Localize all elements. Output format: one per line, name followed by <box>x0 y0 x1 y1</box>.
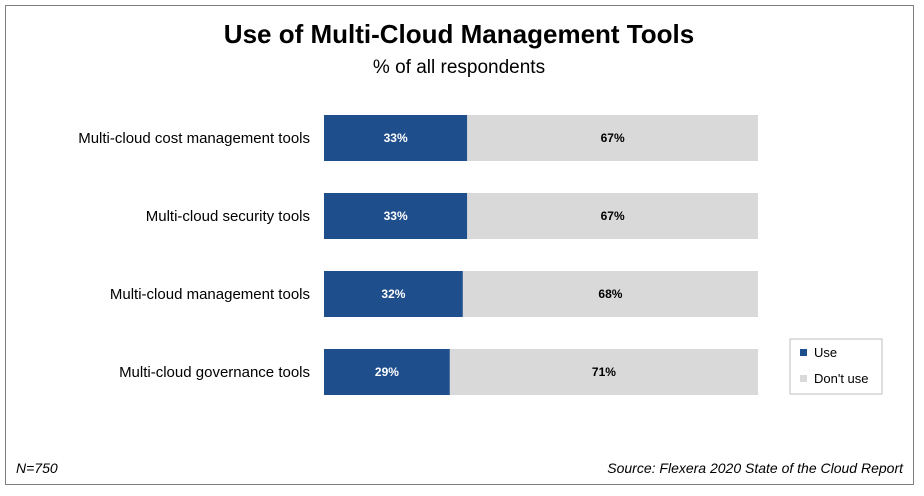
legend: Use Don't use <box>789 338 883 395</box>
legend-box <box>789 338 883 395</box>
data-label-don-t-use: 68% <box>598 287 622 301</box>
data-label-use: 33% <box>384 131 408 145</box>
data-label-don-t-use: 67% <box>601 131 625 145</box>
legend-label-dont-use: Don't use <box>814 371 869 386</box>
source-note: Source: Flexera 2020 State of the Cloud … <box>607 460 904 476</box>
category-label: Multi-cloud governance tools <box>119 364 310 381</box>
bar-use <box>324 271 463 317</box>
legend-swatch-use <box>800 349 807 356</box>
bar-don-t-use <box>467 115 758 161</box>
data-label-use: 29% <box>375 365 399 379</box>
category-label: Multi-cloud security tools <box>146 208 310 225</box>
bar-use <box>324 115 468 161</box>
bar-don-t-use <box>449 349 758 395</box>
data-label-use: 33% <box>384 209 408 223</box>
legend-swatch-dont-use <box>800 375 807 382</box>
bar-use <box>324 193 468 239</box>
sample-size-note: N=750 <box>16 460 58 476</box>
chart-frame: Use of Multi-Cloud Management Tools % of… <box>5 5 914 485</box>
bar-use <box>324 349 450 395</box>
legend-label-use: Use <box>814 345 837 360</box>
bar-don-t-use <box>467 193 758 239</box>
data-label-don-t-use: 67% <box>601 209 625 223</box>
bar-don-t-use <box>462 271 758 317</box>
data-label-use: 32% <box>381 287 405 301</box>
chart-svg: Use of Multi-Cloud Management Tools % of… <box>16 19 904 476</box>
category-label: Multi-cloud management tools <box>110 286 310 303</box>
chart-title: Use of Multi-Cloud Management Tools <box>224 19 694 49</box>
data-label-don-t-use: 71% <box>592 365 616 379</box>
bars-group: Multi-cloud cost management tools 33% 67% M… <box>78 115 758 395</box>
chart-subtitle: % of all respondents <box>373 57 545 78</box>
category-label: Multi-cloud cost management tools <box>78 130 310 147</box>
